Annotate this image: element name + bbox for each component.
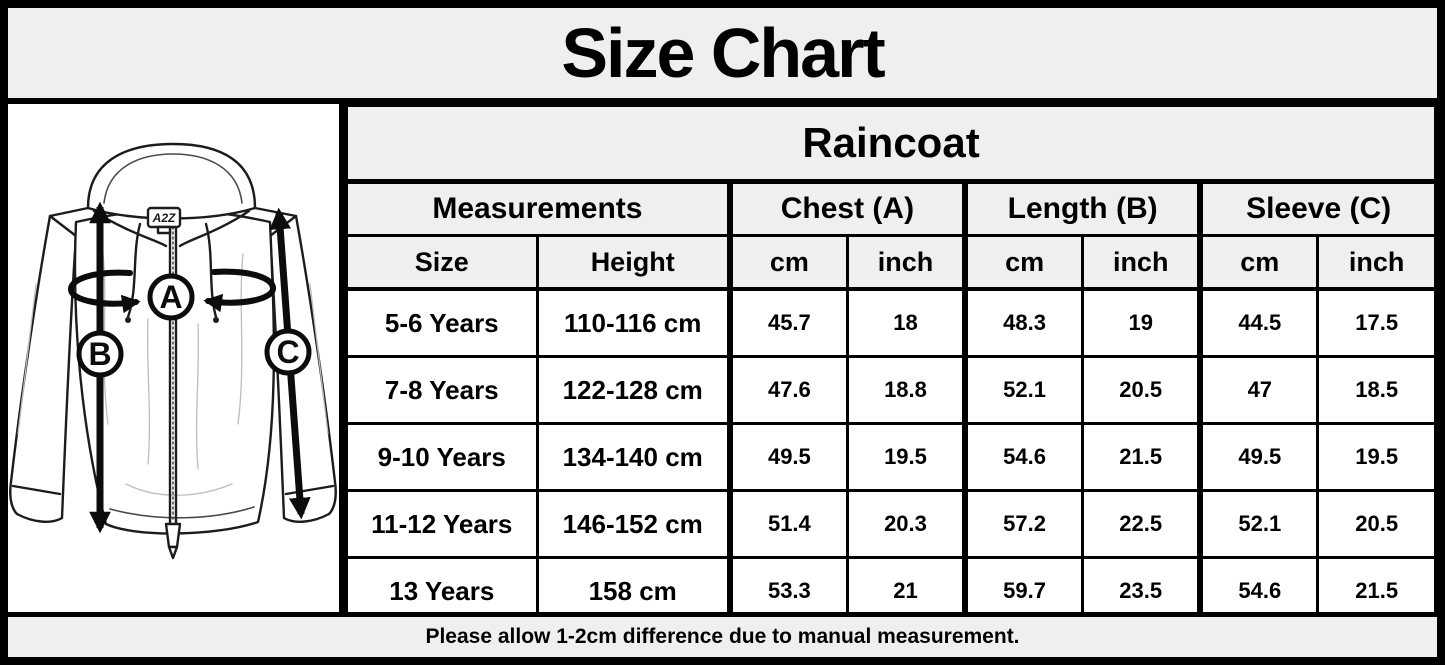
hood-inner-rim [103, 153, 243, 204]
hem-line [109, 506, 255, 519]
table-cell: 54.6 [962, 422, 1085, 492]
chest-marker-letter: A [159, 279, 182, 315]
table-cell: 57.2 [962, 489, 1085, 559]
chest-marker [147, 273, 195, 321]
right-drawstring-knot [213, 317, 219, 323]
page-title: Size Chart [561, 14, 885, 92]
length-marker-letter: B [88, 336, 111, 372]
table-cell: 49.5 [726, 422, 849, 492]
table-row: 9-10 Years 134-140 cm 49.5 19.5 54.6 21.… [345, 422, 1437, 492]
table-cell: 47 [1197, 355, 1320, 425]
table-row: 7-8 Years 122-128 cm 47.6 18.8 52.1 20.5… [345, 355, 1437, 425]
sleeve-marker [264, 328, 312, 376]
left-sleeve [9, 214, 78, 523]
table-cell: 44.5 [1197, 287, 1320, 358]
group-length: Length (B) [962, 180, 1202, 237]
group-sleeve: Sleeve (C) [1197, 180, 1438, 237]
raincoat-sketch: A2Z A B C [9, 142, 337, 560]
brand-label: A2Z [152, 211, 176, 225]
column-header-row: Size Height cm inch cm inch cm inch [345, 234, 1437, 291]
table-cell: 7-8 Years [345, 355, 539, 425]
length-marker [76, 330, 124, 378]
table-cell: 47.6 [726, 355, 849, 425]
col-sleeve-cm: cm [1197, 234, 1320, 291]
table-cell: 22.5 [1081, 489, 1202, 559]
crease [309, 283, 329, 435]
right-shoulder [253, 206, 298, 218]
group-measurements: Measurements [344, 180, 732, 237]
table-cell: 51.4 [726, 489, 849, 559]
table-cell: 19.5 [1316, 422, 1437, 492]
group-header-row: Measurements Chest (A) Length (B) Sleeve… [344, 180, 1438, 237]
product-row: Raincoat [345, 104, 1437, 184]
measurement-note: Please allow 1-2cm difference due to man… [425, 625, 1020, 648]
table-cell: 18 [845, 287, 967, 358]
table-cell: 9-10 Years [345, 422, 539, 492]
table-cell: 18.5 [1316, 355, 1437, 425]
table-cell: 134-140 cm [535, 422, 732, 492]
col-sleeve-inch: inch [1316, 234, 1437, 291]
footer-bar: Please allow 1-2cm difference due to man… [8, 612, 1437, 657]
table-row: 5-6 Years 110-116 cm 45.7 18 48.3 19 44.… [345, 287, 1437, 358]
table-cell: 21.5 [1081, 422, 1202, 492]
size-table: Raincoat Measurements Chest (A) Length (… [344, 104, 1438, 626]
product-title: Raincoat [345, 104, 1437, 184]
size-table-container: Raincoat Measurements Chest (A) Length (… [344, 104, 1438, 626]
zipper-pull-tip [167, 545, 179, 560]
col-height: Height [535, 234, 732, 291]
col-chest-cm: cm [726, 234, 849, 291]
table-cell: 11-12 Years [345, 489, 539, 559]
main-area: A2Z A B C [8, 104, 1438, 626]
col-size: Size [345, 234, 539, 291]
table-cell: 49.5 [1197, 422, 1320, 492]
table-cell: 5-6 Years [345, 287, 539, 358]
table-row: 11-12 Years 146-152 cm 51.4 20.3 57.2 22… [345, 489, 1437, 559]
table-cell: 19.5 [845, 422, 967, 492]
brand-label-tab [156, 225, 172, 235]
col-length-cm: cm [962, 234, 1085, 291]
table-cell: 19 [1081, 287, 1202, 358]
crease [17, 283, 37, 435]
crease [125, 483, 233, 496]
table-cell: 20.5 [1081, 355, 1202, 425]
crease [146, 318, 151, 465]
raincoat-illustration: A2Z A B C [8, 104, 345, 612]
left-cuff-line [11, 484, 62, 496]
col-chest-inch: inch [845, 234, 967, 291]
table-cell: 48.3 [962, 287, 1085, 358]
table-cell: 122-128 cm [535, 355, 732, 425]
left-shoulder [48, 206, 90, 218]
hood-drape-right [178, 209, 251, 248]
sleeve-marker-letter: C [276, 334, 299, 370]
title-bar: Size Chart [8, 8, 1437, 104]
zipper-pull [164, 522, 182, 549]
table-cell: 146-152 cm [535, 489, 732, 559]
table-cell: 45.7 [726, 287, 849, 358]
chest-arc-right [203, 268, 276, 313]
table-cell: 110-116 cm [535, 287, 732, 358]
chest-arc-left [68, 269, 141, 314]
table-cell: 52.1 [962, 355, 1085, 425]
col-length-inch: inch [1081, 234, 1202, 291]
table-cell: 17.5 [1316, 287, 1437, 358]
table-cell: 18.8 [845, 355, 967, 425]
group-chest: Chest (A) [726, 180, 967, 237]
crease [195, 323, 200, 470]
table-cell: 52.1 [1197, 489, 1320, 559]
table-cell: 20.5 [1316, 489, 1437, 559]
left-drawstring-knot [125, 317, 131, 323]
table-cell: 20.3 [845, 489, 967, 559]
